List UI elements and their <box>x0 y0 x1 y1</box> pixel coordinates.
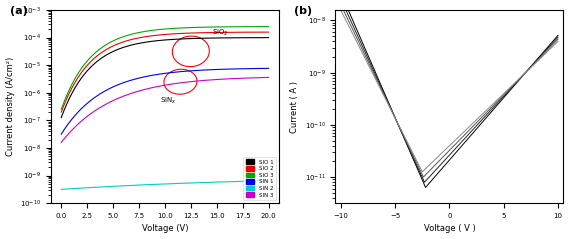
SIO 1 <box>265 36 272 39</box>
SIN 2 <box>62 188 69 190</box>
SIN 1 <box>58 133 65 136</box>
SIO 2 <box>265 31 272 33</box>
SIO 1 <box>142 41 149 43</box>
SIO 3 <box>62 96 69 99</box>
SIN 3 <box>101 103 108 106</box>
SIN 2 <box>64 188 71 190</box>
SIN 3 <box>64 133 71 136</box>
SIN 3 <box>142 88 149 91</box>
SIN 1 <box>191 69 198 72</box>
SIN 2 <box>166 182 173 185</box>
Text: (b): (b) <box>294 6 312 16</box>
SIN 3 <box>166 83 173 86</box>
SIO 2 <box>64 95 71 98</box>
SIN 3 <box>58 141 65 144</box>
Text: (a): (a) <box>10 6 27 16</box>
SIN 3 <box>191 80 198 83</box>
SIO 3 <box>265 25 272 28</box>
Y-axis label: Current density (A/cm²): Current density (A/cm²) <box>6 57 15 156</box>
Line: SIO 2: SIO 2 <box>61 32 269 112</box>
Line: SIN 2: SIN 2 <box>61 181 269 189</box>
Y-axis label: Current ( A ): Current ( A ) <box>290 81 299 133</box>
SIO 2 <box>142 35 149 38</box>
Line: SIO 1: SIO 1 <box>61 38 269 118</box>
SIN 1 <box>64 123 71 126</box>
SIO 3 <box>64 92 71 95</box>
SIN 1 <box>101 90 108 92</box>
SIN 3 <box>265 76 272 79</box>
SIO 1 <box>166 38 173 41</box>
Line: SIO 3: SIO 3 <box>61 27 269 109</box>
SIO 2 <box>62 100 69 103</box>
SIO 1 <box>101 54 108 57</box>
Text: SiN$_x$: SiN$_x$ <box>160 96 176 106</box>
Line: SIN 1: SIN 1 <box>61 68 269 134</box>
X-axis label: Voltage (V): Voltage (V) <box>142 224 188 234</box>
Text: SiO$_2$: SiO$_2$ <box>212 27 228 38</box>
SIO 3 <box>142 30 149 33</box>
SIN 1 <box>62 126 69 129</box>
SIO 3 <box>166 27 173 30</box>
Legend: SIO 1, SIO 2, SIO 3, SIN 1, SIN 2, SIN 3: SIO 1, SIO 2, SIO 3, SIN 1, SIN 2, SIN 3 <box>243 157 276 200</box>
SIN 3 <box>62 136 69 138</box>
SIO 2 <box>101 49 108 52</box>
SIO 2 <box>58 111 65 114</box>
SIO 1 <box>64 101 71 103</box>
SIN 2 <box>58 188 65 191</box>
SIN 2 <box>191 181 198 184</box>
SIO 2 <box>166 33 173 36</box>
SIN 2 <box>142 183 149 186</box>
SIO 1 <box>191 37 198 40</box>
SIN 2 <box>265 179 272 182</box>
SIO 2 <box>191 32 198 34</box>
Line: SIN 3: SIN 3 <box>61 77 269 142</box>
SIN 1 <box>166 71 173 74</box>
SIO 3 <box>101 44 108 47</box>
SIN 1 <box>265 67 272 70</box>
SIO 1 <box>58 116 65 119</box>
X-axis label: Voltage ( V ): Voltage ( V ) <box>423 224 475 234</box>
SIN 1 <box>142 75 149 78</box>
SIN 2 <box>101 185 108 188</box>
SIO 3 <box>191 26 198 29</box>
SIO 3 <box>58 108 65 111</box>
SIO 1 <box>62 105 69 108</box>
